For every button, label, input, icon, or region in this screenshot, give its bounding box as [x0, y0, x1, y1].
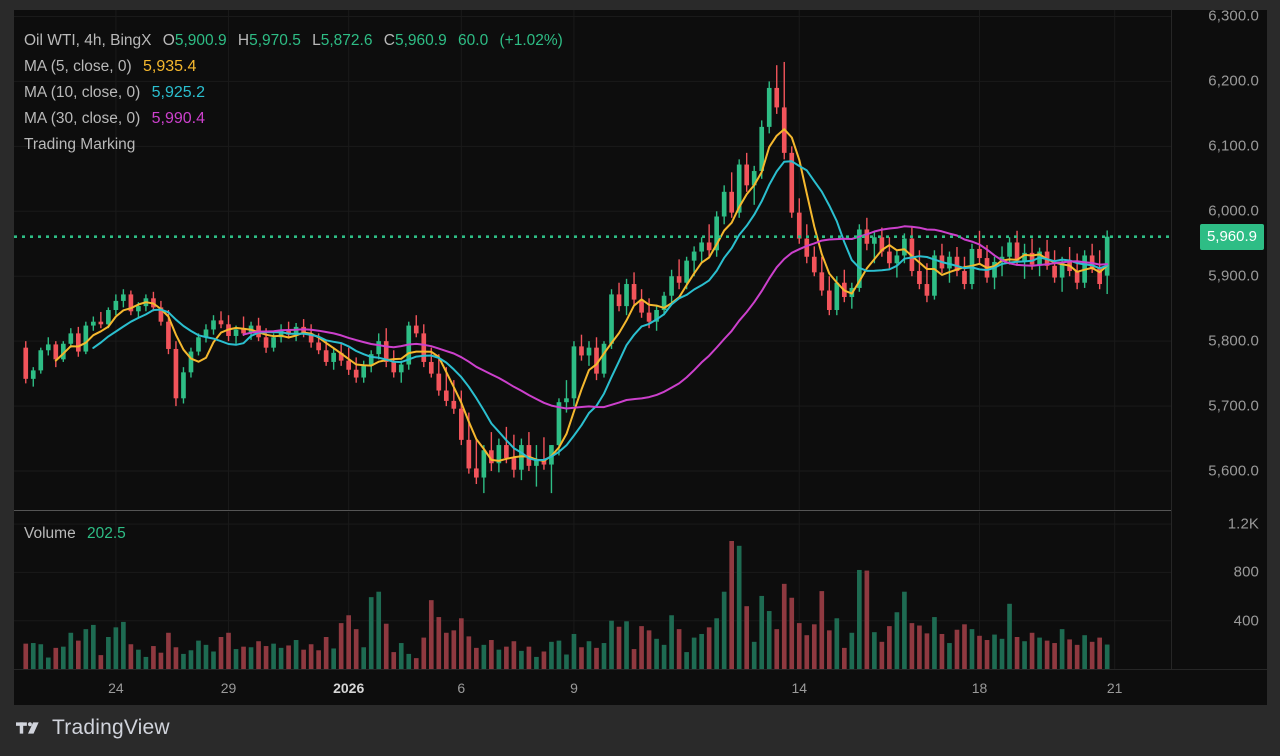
volume-legend-label: Volume	[24, 525, 76, 542]
time-axis-tick-label: 24	[108, 680, 124, 696]
volume-pane[interactable]: Volume 202.5	[14, 512, 1171, 669]
time-axis-tick-label: 2026	[333, 680, 365, 696]
tradingview-logo[interactable]: TradingView	[16, 716, 170, 740]
tradingview-wordmark: TradingView	[52, 716, 170, 739]
time-axis-tick-label: 9	[570, 680, 578, 696]
time-axis[interactable]: 24 29 2026 6 9 14 18 21	[14, 670, 1171, 705]
price-axis-tick-label: 6,200.0	[1208, 72, 1259, 90]
price-axis-tick-label: 5,600.0	[1208, 462, 1259, 480]
price-axis-tick-label: 6,300.0	[1208, 7, 1259, 25]
pane-separator[interactable]	[14, 510, 1171, 511]
price-axis[interactable]: 5,960.9 5,600.0 5,700.0 5,800.0 5,900.0 6,00…	[1172, 7, 1267, 669]
volume-axis-tick-label: 400	[1233, 612, 1259, 630]
price-axis-tick-label: 5,700.0	[1208, 397, 1259, 415]
time-axis-tick-label: 6	[457, 680, 466, 696]
last-price-badge[interactable]: 5,960.9	[1199, 223, 1264, 250]
volume-legend-value: 202.5	[87, 525, 126, 542]
time-axis-tick-label: 21	[1106, 680, 1123, 696]
volume-plot	[14, 512, 1171, 669]
time-axis-divider	[14, 669, 1267, 670]
time-axis-tick-label: 29	[220, 680, 237, 696]
chart-panel[interactable]: Oil WTI, 4h, BingX O5,900.9 H5,970.5 L5,…	[14, 7, 1267, 705]
price-pane[interactable]	[14, 10, 1171, 510]
price-axis-tick-label: 5,900.0	[1208, 267, 1259, 285]
volume-axis-tick-label: 800	[1233, 563, 1259, 581]
tradingview-mark-icon	[16, 719, 43, 737]
price-axis-tick-label: 6,000.0	[1208, 202, 1259, 220]
volume-axis-tick-label: 1.2K	[1227, 515, 1259, 533]
price-axis-tick-label: 6,100.0	[1208, 137, 1259, 155]
time-axis-tick-label: 18	[971, 680, 988, 696]
price-axis-divider	[1171, 10, 1172, 669]
time-axis-tick-label: 14	[791, 680, 808, 696]
volume-legend[interactable]: Volume 202.5	[24, 525, 126, 543]
price-axis-tick-label: 5,800.0	[1208, 332, 1259, 350]
price-plot	[14, 10, 1171, 510]
